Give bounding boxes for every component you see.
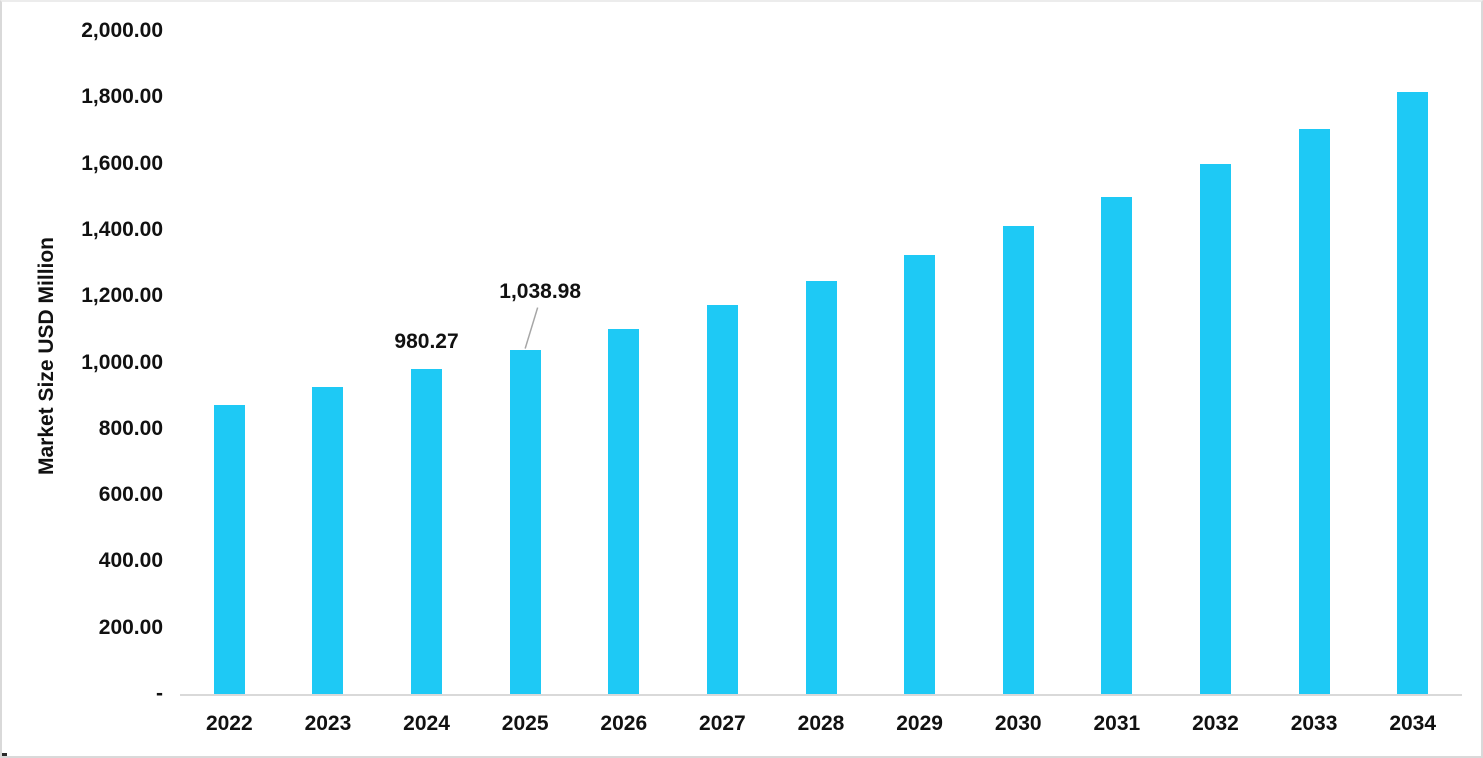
x-axis-tick-label-2026: 2026 (600, 712, 648, 735)
y-axis-tick-label: 1,800.00 (81, 85, 163, 109)
x-axis-tick-label-2031: 2031 (1093, 712, 1141, 735)
y-axis-tick-label: 600.00 (98, 483, 163, 507)
bar-2023 (312, 387, 344, 694)
bar-2034 (1397, 91, 1429, 694)
leader-line-2025 (524, 307, 539, 349)
y-axis-tick-label: 200.00 (98, 615, 163, 639)
data-label-2025: 1,038.98 (499, 279, 582, 303)
bar-2027 (706, 304, 738, 694)
y-axis-tick-label: 1,400.00 (81, 217, 163, 241)
x-axis-tick-label-2023: 2023 (304, 712, 352, 735)
x-axis-tick-label-2034: 2034 (1389, 712, 1437, 735)
x-axis-tick-label-2028: 2028 (797, 712, 845, 735)
bar-2030 (1002, 226, 1034, 694)
bar-2025 (509, 349, 541, 694)
bar-2031 (1101, 197, 1133, 694)
y-axis-tick-label: 800.00 (98, 416, 163, 440)
x-axis-line (180, 694, 1462, 696)
y-axis-tick-label: 2,000.00 (81, 19, 163, 42)
x-axis-tick-label-2032: 2032 (1192, 712, 1239, 735)
bar-2029 (904, 255, 936, 694)
x-axis-tick-label-2022: 2022 (205, 712, 253, 735)
x-axis-tick-label-2025: 2025 (501, 712, 549, 735)
bar-2032 (1199, 164, 1231, 694)
bar-2022 (213, 404, 245, 694)
y-axis-tick-label: 400.00 (98, 549, 163, 573)
x-axis-tick-label-2029: 2029 (896, 712, 943, 735)
x-axis-tick-label-2024: 2024 (403, 712, 450, 735)
bar-2028 (805, 280, 837, 694)
bar-2024 (411, 369, 443, 694)
y-axis-tick-label: - (156, 682, 163, 705)
y-axis-tick-label: 1,200.00 (81, 284, 163, 308)
bottom-left-corner-mark (2, 753, 7, 756)
x-axis-tick-label-2030: 2030 (994, 712, 1042, 735)
bar-2026 (608, 329, 640, 694)
x-axis-tick-label-2033: 2033 (1290, 712, 1338, 735)
bar-2033 (1298, 129, 1330, 694)
data-label-2024: 980.27 (394, 330, 459, 354)
y-axis-tick-label: 1,000.00 (81, 350, 163, 374)
x-axis-tick-label-2027: 2027 (699, 712, 746, 735)
y-axis-tick-label: 1,600.00 (81, 151, 163, 175)
